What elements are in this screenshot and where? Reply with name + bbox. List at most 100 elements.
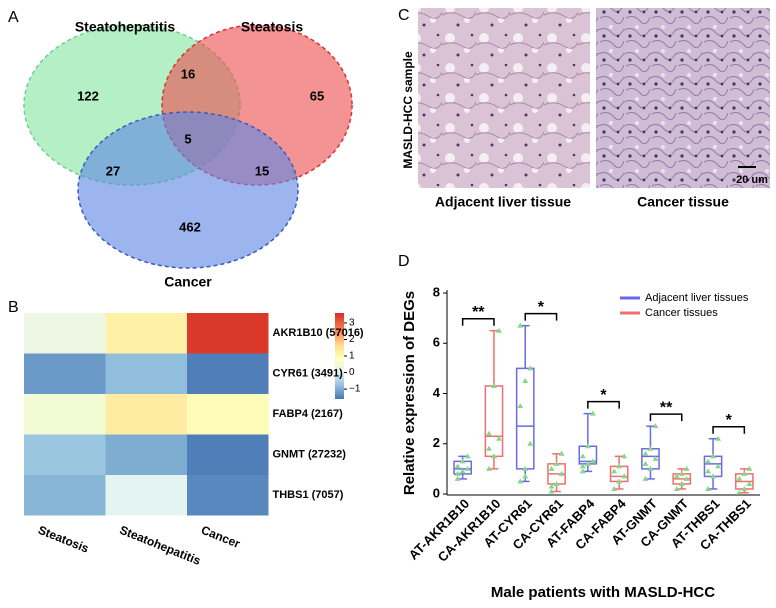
heatmap-cell: [105, 394, 187, 435]
data-point: [459, 468, 466, 474]
data-point: [616, 463, 623, 469]
data-point: [522, 465, 529, 471]
data-point: [485, 465, 492, 471]
column-label: Steatosis: [36, 523, 91, 556]
data-point: [558, 450, 565, 456]
data-point: [454, 475, 461, 481]
venn-count: 65: [310, 88, 324, 103]
data-point: [527, 440, 534, 446]
y-tick-label: 6: [433, 335, 440, 350]
heatmap-cell: [24, 313, 106, 354]
data-point: [678, 470, 685, 476]
colorbar-tick-label: 1: [349, 351, 355, 362]
data-point: [485, 430, 492, 436]
significance-bracket: [587, 400, 620, 409]
heatmap-cell: [105, 475, 187, 516]
data-point: [715, 463, 722, 469]
data-point: [589, 458, 596, 464]
colorbar-tick-label: 0: [349, 367, 355, 378]
y-tick-label: 4: [433, 385, 441, 400]
data-point: [548, 483, 555, 489]
heatmap-cell: [24, 353, 106, 394]
box: [484, 385, 504, 458]
venn-count: 462: [179, 219, 201, 234]
data-point: [495, 435, 502, 441]
venn-count: 27: [106, 163, 120, 178]
data-point: [642, 460, 649, 466]
data-point: [647, 445, 654, 451]
venn-count: 5: [184, 131, 191, 146]
data-point: [710, 453, 717, 459]
data-point: [652, 423, 659, 429]
data-point: [584, 443, 591, 449]
data-point: [705, 458, 712, 464]
heatmap-cell: [187, 313, 269, 354]
data-point: [558, 470, 565, 476]
data-point: [522, 473, 529, 479]
row-label: CYR61 (3491): [273, 368, 344, 380]
data-point: [459, 458, 466, 464]
data-point: [621, 473, 628, 479]
data-point: [673, 485, 680, 491]
scale-label: 20 um: [736, 174, 768, 186]
significance-label: *: [726, 412, 733, 429]
panel-label: B: [8, 299, 19, 316]
data-point: [673, 473, 680, 479]
heatmap-cell: [24, 475, 106, 516]
heatmap-cell: [187, 434, 269, 475]
heatmap-cell: [105, 434, 187, 475]
venn-count: 16: [181, 66, 195, 81]
venn-count: 122: [77, 88, 99, 103]
colorbar-tick-label: −1: [349, 384, 361, 395]
data-point: [589, 410, 596, 416]
histology-image: [596, 8, 770, 188]
data-point: [485, 445, 492, 451]
y-tick-label: 0: [433, 485, 440, 500]
row-label: FABP4 (2167): [273, 408, 344, 420]
histology-image: [418, 8, 590, 188]
significance-bracket: [712, 425, 746, 434]
venn-set-label: Steatosis: [241, 19, 303, 35]
data-point: [464, 453, 471, 459]
column-label: Cancer: [199, 523, 242, 551]
data-point: [642, 475, 649, 481]
panel-label: D: [398, 253, 410, 270]
data-point: [611, 468, 618, 474]
significance-label: *: [538, 299, 545, 316]
significance-bracket: [524, 312, 558, 321]
row-label: THBS1 (7057): [273, 489, 344, 501]
data-point: [454, 470, 461, 476]
data-point: [527, 365, 534, 371]
row-label: GNMT (27232): [273, 449, 347, 461]
image-label: Cancer tissue: [637, 194, 729, 210]
data-point: [652, 455, 659, 461]
data-point: [548, 465, 555, 471]
panel-label: C: [398, 7, 410, 24]
significance-bracket: [461, 317, 495, 326]
significance-label: *: [600, 387, 607, 404]
data-point: [683, 465, 690, 471]
panel-label: A: [8, 9, 19, 26]
significance-label: **: [660, 399, 673, 416]
data-point: [454, 463, 461, 469]
side-label: MASLD-HCC sample: [401, 51, 415, 169]
legend-label: Cancer tissues: [645, 307, 718, 319]
data-point: [705, 485, 712, 491]
data-point: [715, 435, 722, 441]
data-point: [517, 322, 524, 328]
y-tick-label: 2: [433, 435, 440, 450]
x-axis-label: Male patients with MASLD-HCC: [491, 584, 715, 601]
data-point: [522, 377, 529, 383]
colorbar: [335, 313, 344, 399]
data-point: [746, 465, 753, 471]
data-point: [464, 465, 471, 471]
venn-set-label: Steatohepatitis: [75, 19, 176, 35]
image-label: Adjacent liver tissue: [435, 194, 571, 210]
panel-d: D Relative expression of DEGs Male patie…: [398, 253, 760, 601]
data-point: [621, 453, 628, 459]
data-point: [490, 382, 497, 388]
data-point: [705, 468, 712, 474]
y-axis-label: Relative expression of DEGs: [401, 291, 418, 495]
colorbar-tick-label: 3: [349, 318, 355, 329]
data-point: [611, 485, 618, 491]
